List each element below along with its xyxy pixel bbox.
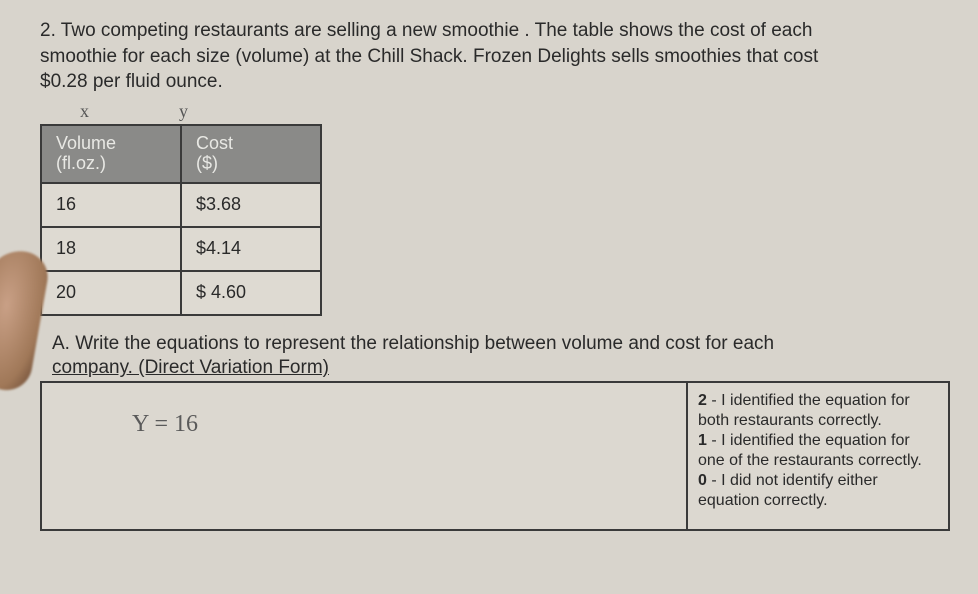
cell-vol: 18 [56,238,76,258]
cell-cost: $4.14 [181,227,321,271]
cell-cost: $3.68 [181,183,321,227]
col-header-cost-l2: ($) [196,153,218,173]
thumb-photo-edge [0,246,52,394]
rubric-level-0: 0 - I did not identify either equation c… [698,471,938,511]
question-line-1: Two competing restaurants are selling a … [61,20,813,41]
cell-vol: 20 [56,282,76,302]
x-label: x [80,101,179,121]
table-row: 20 $ 4.60 [41,271,321,315]
rubric-level-1: 1 - I identified the equation for one of… [698,431,938,471]
question-line-2: smoothie for each size (volume) at the C… [40,46,818,67]
col-header-volume: Volume (fl.oz.) [41,125,181,183]
part-a-prompt: A. Write the equations to represent the … [52,332,950,381]
col-header-cost: Cost ($) [181,125,321,183]
question-number: 2. [40,20,56,41]
student-work-area: Y = 16 [42,383,686,529]
col-header-volume-l1: Volume [56,133,116,153]
cell-cost: $ 4.60 [181,271,321,315]
cost-table: Volume (fl.oz.) Cost ($) 16 $3.68 18 $4.… [40,124,322,316]
question-prompt: 2. Two competing restaurants are selling… [40,18,950,95]
col-header-volume-l2: (fl.oz.) [56,153,106,173]
answer-box: Y = 16 2 - I identified the equation for… [40,381,950,531]
col-header-cost-l1: Cost [196,133,233,153]
rubric-level-2: 2 - I identified the equation for both r… [698,391,938,431]
part-a-line-1: A. Write the equations to represent the … [52,333,774,354]
part-a-line-2: company. (Direct Variation Form) [52,357,329,378]
cell-vol: 16 [56,194,76,214]
rubric-box: 2 - I identified the equation for both r… [686,383,948,529]
table-row: 18 $4.14 [41,227,321,271]
handwritten-work: Y = 16 [132,411,666,438]
y-label: y [179,101,278,121]
table-row: 16 $3.68 [41,183,321,227]
question-line-3: $0.28 per fluid ounce. [40,71,223,92]
handwritten-axis-labels: xy [80,101,950,122]
